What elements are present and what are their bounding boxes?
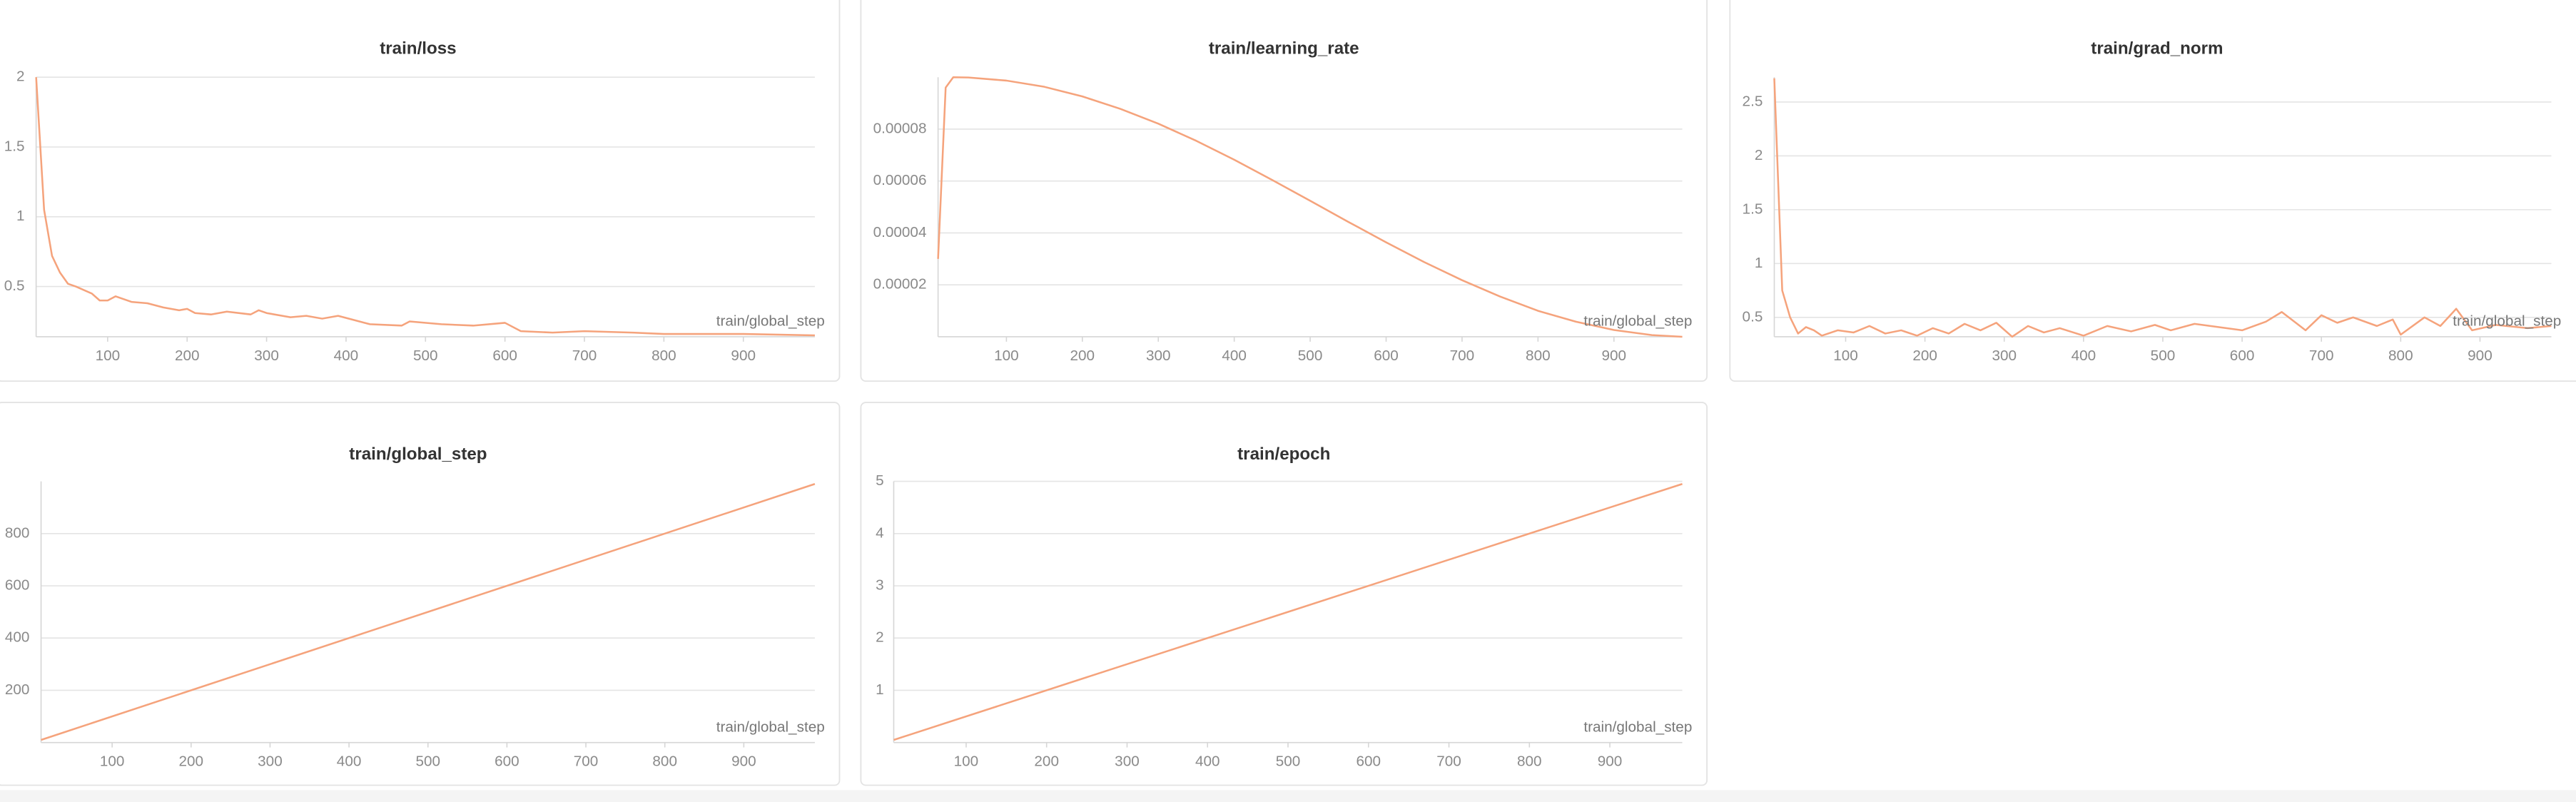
panel — [0, 0, 841, 382]
x-tick-label: 300 — [1115, 753, 1140, 770]
x-tick-label: 500 — [1276, 753, 1301, 770]
y-tick-label: 1.5 — [1743, 200, 1763, 217]
x-tick-label: 200 — [175, 347, 200, 364]
data-line — [35, 77, 815, 337]
y-tick-label: 1 — [1755, 255, 1763, 271]
x-tick-label: 700 — [2309, 347, 2334, 364]
y-tick-label: 3 — [876, 577, 884, 593]
y-tick-label: 2 — [1755, 147, 1763, 163]
y-tick-label: 4 — [876, 524, 884, 541]
y-tick-label: 2.5 — [1743, 93, 1763, 109]
y-tick-label: 1 — [16, 208, 25, 224]
y-tick-label: 0.00006 — [873, 172, 927, 188]
x-tick-label: 200 — [1070, 347, 1095, 364]
chart-title: train/learning_rate — [1209, 39, 1359, 58]
panel — [860, 402, 1708, 786]
panel — [1729, 0, 2576, 382]
y-tick-label: 600 — [5, 577, 30, 593]
x-tick-label: 900 — [2468, 347, 2493, 364]
data-line — [1773, 78, 2552, 338]
y-tick-label: 0.5 — [1743, 308, 1763, 325]
x-tick-label: 100 — [954, 753, 979, 770]
x-tick-label: 300 — [1146, 347, 1171, 364]
x-tick-label: 800 — [1526, 347, 1551, 364]
x-tick-label: 800 — [651, 347, 676, 364]
chart-title: train/loss — [380, 39, 456, 58]
x-tick-label: 200 — [1912, 347, 1937, 364]
y-tick-label: 200 — [5, 681, 30, 698]
x-tick-label: 900 — [731, 347, 756, 364]
y-tick-label: 0.00004 — [873, 224, 927, 240]
y-tick-label: 2 — [876, 629, 884, 646]
x-tick-label: 200 — [1034, 753, 1059, 770]
x-tick-label: 400 — [1195, 753, 1220, 770]
data-line — [41, 483, 816, 741]
x-axis-label: train/global_step — [1583, 719, 1692, 735]
y-tick-label: 1 — [876, 681, 884, 698]
x-tick-label: 500 — [2151, 347, 2176, 364]
y-tick-label: 400 — [5, 629, 30, 646]
x-tick-label: 600 — [1356, 753, 1381, 770]
x-tick-label: 700 — [1450, 347, 1475, 364]
x-tick-label: 400 — [337, 753, 362, 770]
y-tick-label: 0.5 — [4, 278, 25, 294]
x-tick-label: 400 — [2072, 347, 2096, 364]
x-tick-label: 100 — [1833, 347, 1858, 364]
x-axis-label: train/global_step — [2453, 313, 2561, 330]
x-tick-label: 600 — [2230, 347, 2255, 364]
panel — [0, 402, 841, 786]
x-tick-label: 800 — [2388, 347, 2413, 364]
x-tick-label: 700 — [1436, 753, 1461, 770]
x-tick-label: 900 — [1601, 347, 1626, 364]
y-tick-label: 800 — [5, 524, 30, 541]
x-tick-label: 700 — [574, 753, 599, 770]
x-tick-label: 500 — [1298, 347, 1323, 364]
data-line — [893, 483, 1683, 741]
x-tick-label: 100 — [100, 753, 125, 770]
chart-title: train/global_step — [349, 445, 487, 464]
x-tick-label: 500 — [415, 753, 440, 770]
data-line — [937, 76, 1683, 338]
footer-strip — [0, 790, 2576, 802]
chart-title: train/grad_norm — [2091, 39, 2223, 58]
x-tick-label: 100 — [994, 347, 1019, 364]
x-axis-label: train/global_step — [1583, 313, 1692, 330]
x-axis-label: train/global_step — [716, 719, 825, 735]
x-tick-label: 400 — [334, 347, 359, 364]
x-tick-label: 400 — [1222, 347, 1247, 364]
x-tick-label: 600 — [1374, 347, 1399, 364]
chart-title: train/epoch — [1237, 445, 1330, 464]
x-tick-label: 700 — [572, 347, 597, 364]
x-tick-label: 800 — [1517, 753, 1542, 770]
y-tick-label: 5 — [876, 472, 884, 489]
x-tick-label: 300 — [258, 753, 283, 770]
y-tick-label: 2 — [16, 68, 25, 85]
y-tick-label: 0.00008 — [873, 120, 927, 136]
x-tick-label: 900 — [1598, 753, 1623, 770]
x-tick-label: 800 — [652, 753, 677, 770]
x-tick-label: 100 — [96, 347, 121, 364]
x-tick-label: 300 — [1992, 347, 2017, 364]
x-tick-label: 300 — [254, 347, 279, 364]
x-tick-label: 600 — [492, 347, 517, 364]
panel — [860, 0, 1708, 382]
x-tick-label: 200 — [179, 753, 204, 770]
y-tick-label: 1.5 — [4, 138, 25, 154]
x-axis-label: train/global_step — [716, 313, 825, 330]
x-tick-label: 500 — [413, 347, 438, 364]
x-tick-label: 600 — [495, 753, 519, 770]
x-tick-label: 900 — [731, 753, 756, 770]
y-tick-label: 0.00002 — [873, 276, 927, 293]
